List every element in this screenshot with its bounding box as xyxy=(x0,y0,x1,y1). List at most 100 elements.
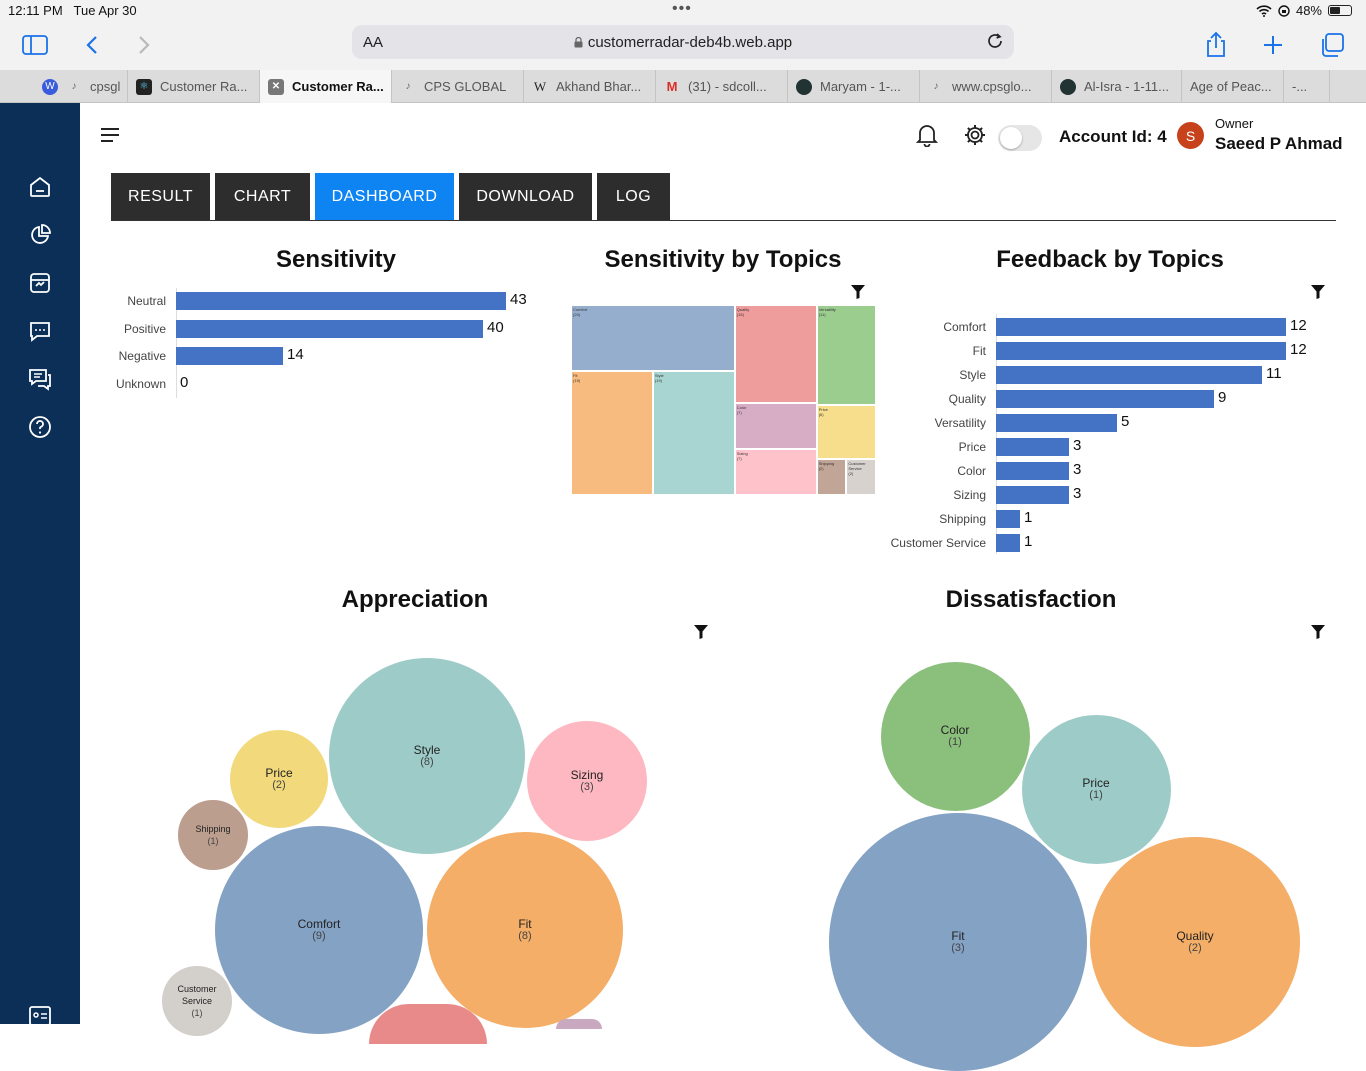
treemap-cell[interactable]: Color (7) xyxy=(734,403,817,450)
theme-toggle[interactable] xyxy=(998,125,1042,151)
bubble[interactable]: Fit (3) xyxy=(828,812,1088,1071)
browser-tab[interactable]: W ♪ cpsgl xyxy=(34,70,128,103)
address-bar[interactable]: AA customerradar-deb4b.web.app xyxy=(352,25,1014,59)
bar[interactable] xyxy=(996,534,1020,552)
contact-card-icon[interactable] xyxy=(26,1001,54,1029)
reload-icon[interactable] xyxy=(986,32,1004,54)
bubble[interactable]: Style (8) xyxy=(328,657,526,855)
tab-overview-icon[interactable] xyxy=(1317,30,1347,60)
bar[interactable] xyxy=(176,292,506,310)
back-icon[interactable] xyxy=(77,30,107,60)
browser-tab[interactable]: ♪ CPS GLOBAL xyxy=(392,70,524,103)
menu-icon[interactable] xyxy=(100,127,120,148)
browser-tab[interactable]: Al-Isra - 1-11... xyxy=(1052,70,1182,103)
browser-tab[interactable]: Age of Peac... xyxy=(1182,70,1284,103)
bar[interactable] xyxy=(176,319,483,338)
bar[interactable] xyxy=(996,462,1069,480)
forward-icon[interactable] xyxy=(129,30,159,60)
sidebar-toggle-icon[interactable] xyxy=(20,30,50,60)
treemap-cell-count: 6 xyxy=(820,411,823,417)
home-icon[interactable] xyxy=(26,173,54,201)
browser-tab[interactable]: M (31) - sdcoll... xyxy=(656,70,788,103)
treemap-cell-name: Fit xyxy=(573,372,578,378)
multitask-dots-icon[interactable]: ••• xyxy=(672,0,692,17)
tab-dashboard[interactable]: DASHBOARD xyxy=(315,173,454,220)
treemap-cell-label: Customer Service (2) xyxy=(848,460,866,476)
tab-download[interactable]: DOWNLOAD xyxy=(459,173,592,220)
bubble[interactable]: Price (2) xyxy=(229,729,329,829)
bar[interactable] xyxy=(996,510,1020,528)
bubble[interactable]: Color (1) xyxy=(880,661,1030,811)
browser-tab[interactable]: ♪ www.cpsglo... xyxy=(920,70,1052,103)
bubble-partial[interactable] xyxy=(556,1019,602,1029)
treemap-cell[interactable]: Customer Service (2) xyxy=(846,458,876,495)
bubble-partial[interactable] xyxy=(369,1004,487,1044)
bar-value-label: 40 xyxy=(487,318,504,336)
owner-name[interactable]: Saeed P Ahmad xyxy=(1215,134,1343,153)
browser-tab-strip: W ♪ cpsgl ⚛ Customer Ra... ✕ Customer Ra… xyxy=(0,70,1366,103)
bell-icon[interactable] xyxy=(915,123,940,148)
filter-icon[interactable] xyxy=(1311,285,1325,299)
new-tab-icon[interactable] xyxy=(1258,30,1288,60)
pie-chart-icon[interactable] xyxy=(26,221,54,249)
browser-tab[interactable]: ✕ Customer Ra... xyxy=(260,70,392,103)
status-bar: 12:11 PM Tue Apr 30 ••• 48% xyxy=(0,0,1366,22)
share-icon[interactable] xyxy=(1201,30,1231,60)
bubble[interactable]: Fit (8) xyxy=(426,831,624,1029)
filter-icon[interactable] xyxy=(694,625,708,639)
treemap-cell[interactable]: Style (19) xyxy=(652,370,735,495)
bar-value-label: 0 xyxy=(180,373,189,391)
browser-tab[interactable]: -... xyxy=(1284,70,1330,103)
treemap-cell[interactable]: Price (6) xyxy=(816,404,876,459)
treemap-cell[interactable]: Quality (15) xyxy=(734,305,817,404)
bar-value-label: 1 xyxy=(1024,533,1033,550)
message-icon[interactable] xyxy=(26,317,54,345)
browser-tab[interactable]: ⚛ Customer Ra... xyxy=(128,70,260,103)
url-text[interactable]: customerradar-deb4b.web.app xyxy=(352,34,1014,51)
treemap-cell[interactable]: Shipping (2) xyxy=(816,458,847,495)
tab-result[interactable]: RESULT xyxy=(111,173,210,220)
browser-tab[interactable]: Maryam - 1-... xyxy=(788,70,920,103)
filter-icon[interactable] xyxy=(851,285,865,299)
feedback-icon[interactable] xyxy=(26,365,54,393)
bubble-count-value: 9 xyxy=(315,929,323,942)
bar[interactable] xyxy=(996,366,1262,384)
report-icon[interactable] xyxy=(26,269,54,297)
bubble-count-value: 8 xyxy=(521,929,529,942)
feedback-by-topics-title: Feedback by Topics xyxy=(996,246,1224,273)
bar[interactable] xyxy=(996,414,1117,432)
tab-log[interactable]: LOG xyxy=(597,173,670,220)
bubble[interactable]: Quality (2) xyxy=(1089,836,1301,1048)
bar[interactable] xyxy=(176,347,283,365)
tab-chart[interactable]: CHART xyxy=(215,173,310,220)
treemap-cell[interactable]: Fit (19) xyxy=(571,370,653,495)
close-icon[interactable]: ✕ xyxy=(268,78,284,95)
treemap-cell-name: Versatility xyxy=(818,307,836,312)
filter-icon[interactable] xyxy=(1311,625,1325,639)
browser-tab-label: -... xyxy=(1292,79,1308,94)
treemap-cell-label: Quality (15) xyxy=(736,307,750,317)
bar-category-label: Comfort xyxy=(943,320,986,334)
bubble[interactable]: Customer Service (1) xyxy=(162,966,232,1036)
treemap-cell[interactable]: Sizing (7) xyxy=(734,449,817,495)
bar[interactable] xyxy=(996,486,1069,504)
treemap-cell[interactable]: Versatility (11) xyxy=(816,305,876,405)
browser-tab-label: Maryam - 1-... xyxy=(820,79,901,94)
browser-tab[interactable]: W Akhand Bhar... xyxy=(524,70,656,103)
bubble[interactable]: Sizing (3) xyxy=(526,720,648,842)
bubble-count: (8) xyxy=(420,755,434,768)
browser-tab-label: CPS GLOBAL xyxy=(424,79,507,94)
tab-favicon-icon: ♪ xyxy=(71,81,77,92)
bar[interactable] xyxy=(996,438,1069,456)
avatar[interactable]: S xyxy=(1177,122,1204,149)
bubble[interactable]: Comfort (9) xyxy=(214,825,424,1035)
bubble[interactable]: Price (1) xyxy=(1021,714,1171,864)
text-size-button[interactable]: AA xyxy=(363,34,384,51)
bar[interactable] xyxy=(996,342,1286,360)
bar[interactable] xyxy=(996,318,1286,336)
gear-icon[interactable] xyxy=(963,123,987,147)
bar[interactable] xyxy=(996,390,1214,408)
treemap-cell[interactable]: Comfort (20) xyxy=(571,305,735,371)
bubble[interactable]: Shipping (1) xyxy=(178,800,248,870)
help-icon[interactable] xyxy=(26,413,54,441)
